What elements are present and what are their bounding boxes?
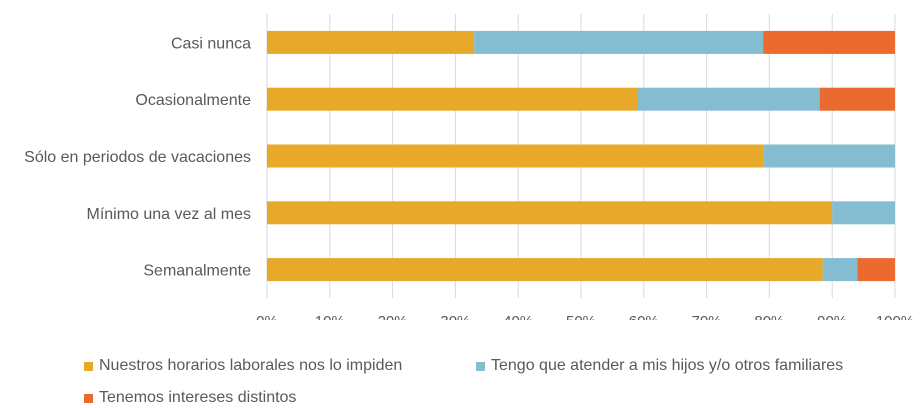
bar-segment (857, 258, 895, 282)
category-label: Mínimo una vez al mes (86, 206, 251, 223)
bars (267, 30, 895, 282)
legend-label: Nuestros horarios laborales nos lo impid… (99, 357, 403, 374)
bar-segment (637, 87, 820, 111)
legend-swatch (84, 361, 93, 371)
legend-label: Tengo que atender a mis hijos y/o otros … (491, 357, 844, 374)
category-labels: Casi nunca Ocasionalmente Sólo en periodos… (24, 35, 251, 279)
bar-segment (822, 258, 858, 282)
x-tick-label: 40% (503, 313, 533, 320)
legend-label: Tenemos intereses distintos (99, 389, 297, 406)
category-label: Sólo en periodos de vacaciones (24, 149, 251, 166)
category-label: Casi nunca (171, 35, 251, 52)
x-tick-label: 100% (876, 313, 914, 320)
bar-segment (267, 201, 833, 225)
bar-segment (763, 144, 895, 168)
x-tick-labels: 0% 10% 20% 30% 40% 50% 60% 70% 80% 90% 100% (256, 313, 914, 320)
bar-segment (267, 30, 475, 54)
bar-segment (267, 258, 823, 282)
legend-item-intereses: Tenemos intereses distintos (84, 389, 296, 407)
legend-swatch (476, 361, 485, 371)
x-tick-label: 90% (817, 313, 847, 320)
bar-segment (763, 30, 895, 54)
x-tick-label: 60% (629, 313, 659, 320)
bar-segment (474, 30, 764, 54)
x-tick-label: 30% (440, 313, 470, 320)
legend-swatch (84, 393, 93, 403)
x-tick-label: 70% (692, 313, 722, 320)
x-tick-label: 20% (378, 313, 408, 320)
bar-segment (832, 201, 895, 225)
x-tick-label: 80% (754, 313, 784, 320)
legend-item-hijos: Tengo que atender a mis hijos y/o otros … (476, 357, 843, 375)
bar-segment (819, 87, 895, 111)
category-label: Ocasionalmente (135, 92, 251, 109)
bar-segment (267, 87, 638, 111)
x-tick-label: 50% (566, 313, 596, 320)
stacked-bar-chart: Casi nunca Ocasionalmente Sólo en periodos… (24, 14, 914, 320)
legend-item-horarios: Nuestros horarios laborales nos lo impid… (84, 357, 402, 375)
x-tick-label: 0% (256, 313, 278, 320)
x-tick-label: 10% (315, 313, 345, 320)
category-label: Semanalmente (143, 263, 251, 280)
bar-segment (267, 144, 764, 168)
